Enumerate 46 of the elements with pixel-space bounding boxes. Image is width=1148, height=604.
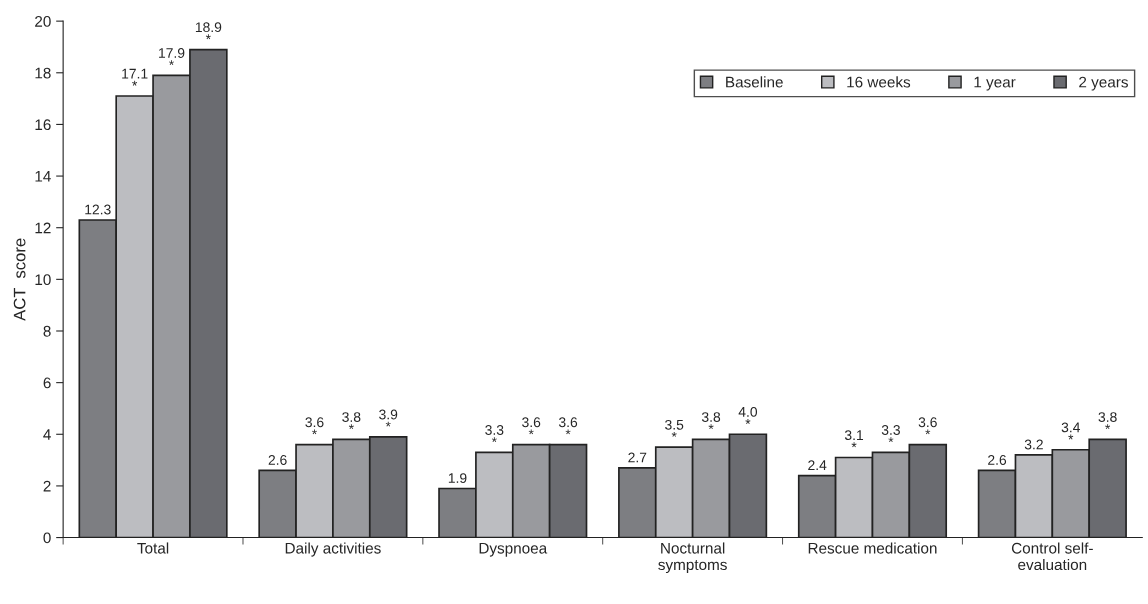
- y-tick-label: 18: [35, 67, 51, 79]
- y-tick-label: 16: [35, 119, 51, 131]
- data-label: 2.7: [628, 452, 647, 463]
- data-label: 17.9 *: [159, 48, 185, 66]
- data-label: 3.6 *: [558, 417, 578, 435]
- x-tick-label: Daily activities: [285, 542, 381, 557]
- data-label: 18.9 *: [195, 22, 222, 40]
- data-label: 3.8 *: [1098, 412, 1117, 430]
- data-label: 3.6 *: [305, 417, 324, 435]
- y-tick-label: 4: [43, 429, 51, 440]
- data-label: 3.2: [1024, 439, 1043, 450]
- y-axis-title: ACT score: [13, 238, 26, 321]
- data-label: 3.9 *: [379, 409, 398, 427]
- data-label: 2.6: [988, 455, 1007, 465]
- y-tick-label: 14: [35, 171, 51, 182]
- data-label: 12.3: [85, 204, 111, 215]
- y-tick-label: 12: [35, 222, 51, 234]
- data-label: 3.3 *: [881, 425, 900, 443]
- x-tick-label: Total: [137, 542, 169, 554]
- y-tick-label: 8: [43, 325, 51, 337]
- legend-label: Baseline: [726, 76, 783, 88]
- data-label: 3.6 *: [918, 417, 937, 435]
- data-label: 3.8 *: [342, 412, 361, 430]
- x-tick-label: Dyspnoea: [479, 542, 548, 557]
- x-tick-label: Rescue medication: [808, 542, 937, 554]
- data-label: 3.4 *: [1061, 422, 1081, 440]
- y-tick-label: 20: [35, 16, 51, 27]
- legend-label: 2 years: [1079, 76, 1128, 91]
- legend-label: 16 weeks: [847, 76, 911, 88]
- data-label: 2.4: [808, 460, 827, 470]
- y-tick-label: 10: [35, 274, 51, 286]
- legend-label: 1 year: [974, 76, 1016, 91]
- data-label: 3.1 *: [844, 430, 864, 448]
- data-label: 3.3 *: [485, 425, 504, 443]
- data-label: 2.6: [268, 455, 287, 465]
- data-label: 4.0 *: [738, 406, 758, 424]
- data-label: 3.5 *: [665, 419, 684, 437]
- data-label: 3.6 *: [522, 417, 541, 435]
- data-label: 1.9: [448, 473, 467, 483]
- x-tick-label: Nocturnal symptoms: [658, 542, 727, 574]
- y-tick-label: 2: [43, 480, 51, 492]
- data-label: 17.1 *: [122, 68, 148, 86]
- y-tick-label: 6: [43, 377, 51, 389]
- data-label: 3.8 *: [701, 412, 721, 430]
- y-tick-label: 0: [43, 532, 51, 544]
- x-tick-label: Control self- evaluation: [1011, 542, 1093, 571]
